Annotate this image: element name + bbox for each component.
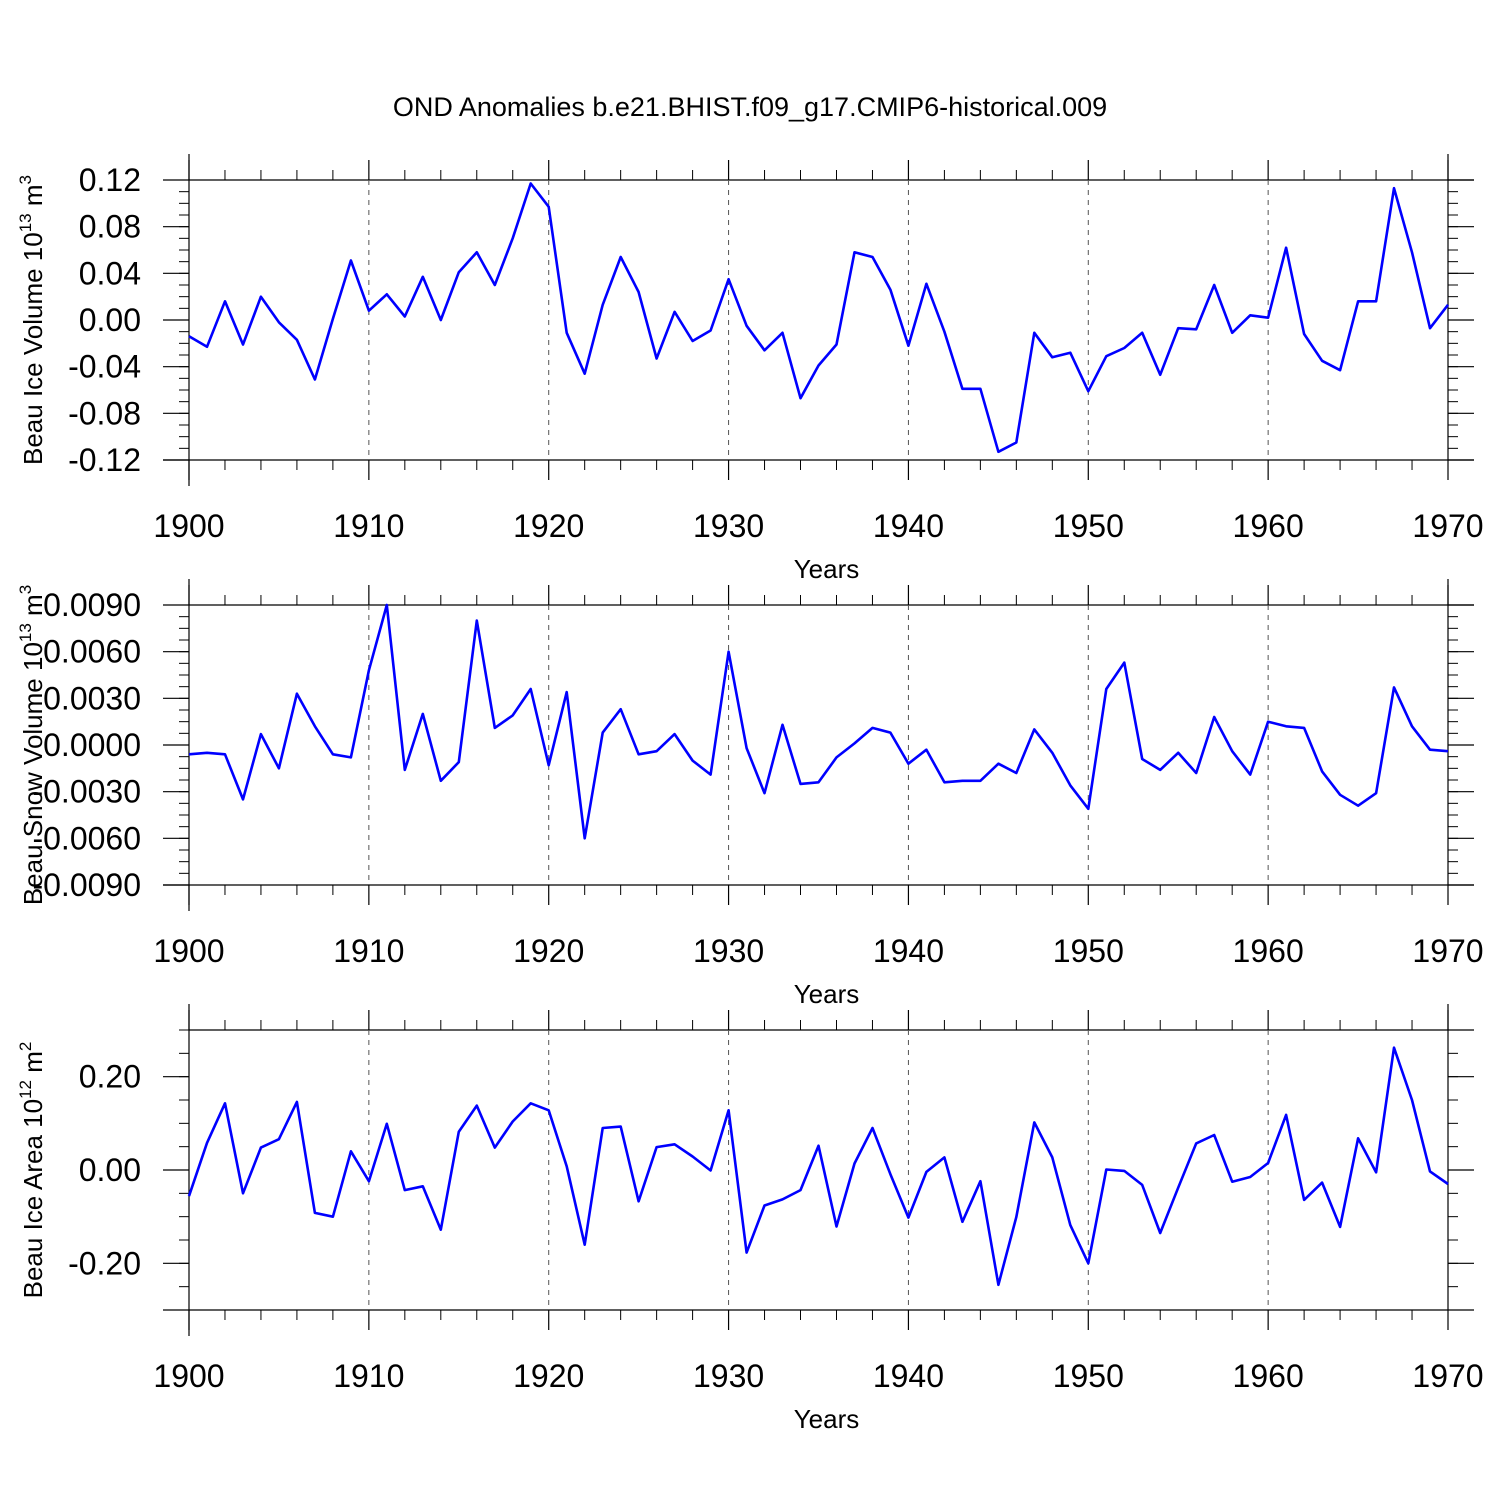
x-tick-label: 1900: [153, 1358, 224, 1394]
x-tick-label: 1970: [1412, 1358, 1483, 1394]
y-tick-label: 0.00: [79, 1152, 141, 1188]
series-line: [188, 603, 1449, 840]
x-tick-label: 1960: [1233, 1358, 1304, 1394]
x-tick-label: 1930: [693, 933, 764, 969]
x-tick-label: 1940: [873, 508, 944, 544]
x-tick-label: 1950: [1053, 1358, 1124, 1394]
x-axis-label: Years: [794, 1404, 860, 1434]
x-tick-label: 1960: [1233, 508, 1304, 544]
x-tick-label: 1910: [333, 508, 404, 544]
y-tick-label: 0.0090: [43, 587, 141, 623]
x-tick-label: 1910: [333, 933, 404, 969]
y-tick-label: -0.0030: [32, 774, 141, 810]
y-tick-label: -0.12: [68, 442, 141, 478]
y-tick-label: -0.04: [68, 349, 141, 385]
chart-title: OND Anomalies b.e21.BHIST.f09_g17.CMIP6-…: [393, 92, 1107, 122]
x-tick-label: 1930: [693, 1358, 764, 1394]
y-tick-label: -0.0060: [32, 820, 141, 856]
y-tick-label: 0.12: [79, 162, 141, 198]
y-tick-label: 0.0030: [43, 680, 141, 716]
x-tick-label: 1900: [153, 508, 224, 544]
x-tick-label: 1920: [513, 933, 584, 969]
y-axis-label: Beau Ice Area 1012 m2: [16, 1042, 48, 1299]
y-axis-label: Beau Ice Volume 1013 m3: [16, 175, 48, 465]
x-tick-label: 1950: [1053, 508, 1124, 544]
x-tick-label: 1960: [1233, 933, 1304, 969]
x-tick-label: 1930: [693, 508, 764, 544]
x-tick-label: 1900: [153, 933, 224, 969]
y-tick-label: -0.20: [68, 1245, 141, 1281]
y-tick-label: 0.08: [79, 209, 141, 245]
panel-3: 1900 1910 1920 1930 1940 1950 1960 1970 Years -0.…: [16, 1004, 1484, 1434]
x-tick-label: 1940: [873, 933, 944, 969]
x-tick-label: 1970: [1412, 933, 1483, 969]
x-axis-label: Years: [794, 554, 860, 584]
series-line: [188, 182, 1450, 454]
x-tick-label: 1920: [513, 1358, 584, 1394]
y-tick-label: 0.0060: [43, 634, 141, 670]
y-tick-label: 0.0000: [43, 727, 141, 763]
y-tick-label: -0.08: [68, 395, 141, 431]
y-axis-label: Beau Snow Volume 1013 m3: [16, 585, 48, 905]
y-tick-label: 0.20: [79, 1059, 141, 1095]
y-tick-label: -0.0090: [32, 867, 141, 903]
x-tick-label: 1970: [1412, 508, 1483, 544]
y-tick-label: 0.04: [79, 255, 141, 291]
y-tick-label: 0.00: [79, 302, 141, 338]
x-tick-label: 1950: [1053, 933, 1124, 969]
x-tick-label: 1940: [873, 1358, 944, 1394]
series-line: [187, 1046, 1449, 1287]
x-tick-label: 1910: [333, 1358, 404, 1394]
x-tick-label: 1920: [513, 508, 584, 544]
panel-1: 1900 1910 1920 1930 1940 1950 1960 1970 Years -0.…: [16, 154, 1484, 584]
panel-2: 1900 1910 1920 1930 1940 1950 1960 1970 Years -0.…: [16, 579, 1484, 1009]
x-axis-label: Years: [794, 979, 860, 1009]
